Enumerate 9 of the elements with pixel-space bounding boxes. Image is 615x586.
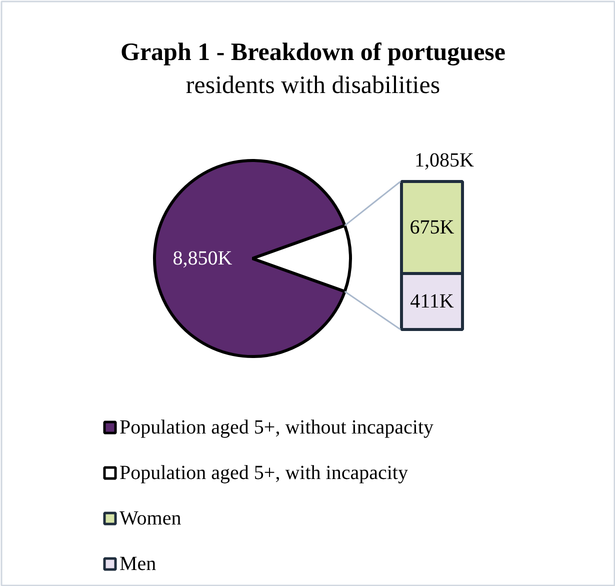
data-label: 411K: [410, 290, 454, 312]
legend-label: Population aged 5+, with incapacity: [120, 462, 408, 484]
chart-title: Graph 1 - Breakdown of portuguese residents with disabilities: [120, 39, 506, 99]
legend-label: Men: [120, 553, 156, 575]
data-label: 8,850K: [172, 248, 233, 270]
legend-label: Population aged 5+, without incapacity: [120, 416, 434, 438]
legend-label: Women: [120, 508, 182, 530]
data-label: 675K: [410, 216, 455, 238]
data-label: 1,085K: [414, 150, 474, 172]
